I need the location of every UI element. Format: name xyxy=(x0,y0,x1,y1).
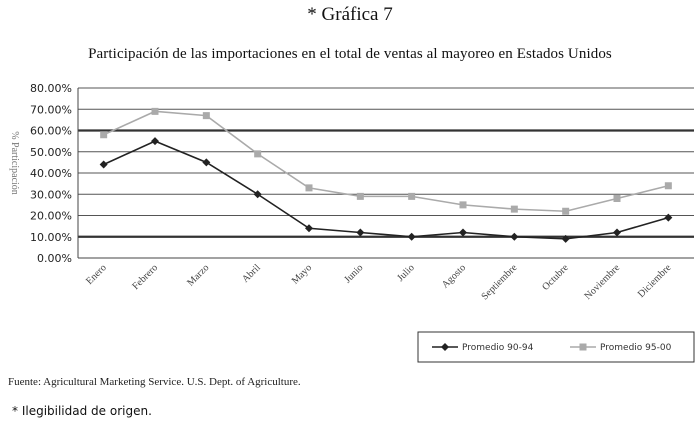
y-tick-label: 60.00% xyxy=(30,125,72,138)
chart-title: Participación de las importaciones en el… xyxy=(88,46,612,62)
series-lines xyxy=(99,107,673,243)
legend: Promedio 90-94 Promedio 95-00 xyxy=(417,331,695,363)
data-point xyxy=(254,150,262,158)
x-tick-label: Diciembre xyxy=(636,262,674,300)
series-line xyxy=(103,110,669,213)
series-1 xyxy=(99,137,673,243)
data-point xyxy=(579,343,587,351)
series-line xyxy=(103,140,669,240)
data-point xyxy=(613,228,621,237)
x-tick-label: Enero xyxy=(84,262,109,287)
axes: 0.00% 10.00% 20.00% 30.00% 40.00% 50.00% 60.00… xyxy=(30,82,694,302)
legend-box xyxy=(417,331,695,363)
figure-label: * Gráfica 7 xyxy=(307,4,393,25)
x-tick-label: Febrero xyxy=(130,262,160,292)
y-tick-label: 30.00% xyxy=(30,188,72,201)
data-point xyxy=(459,201,467,209)
y-tick-label: 0.00% xyxy=(37,252,72,265)
data-point xyxy=(202,158,211,167)
data-point xyxy=(664,182,672,190)
data-point xyxy=(613,195,621,202)
source-note: Fuente: Agricultural Marketing Service. … xyxy=(8,376,301,388)
data-point xyxy=(99,160,108,169)
x-tick-label: Abril xyxy=(240,262,263,285)
data-point xyxy=(510,232,519,241)
data-point xyxy=(305,184,313,192)
x-tick-label: Octubre xyxy=(540,262,571,293)
data-point xyxy=(151,107,159,115)
y-tick-label: 20.00% xyxy=(30,210,72,223)
data-point xyxy=(356,192,364,200)
x-tick-label: Marzo xyxy=(185,262,211,288)
data-point xyxy=(151,137,159,146)
data-point xyxy=(664,213,673,222)
data-point xyxy=(305,224,313,233)
legend-entry: Promedio 95-00 xyxy=(570,343,672,353)
x-tick-label: Septiembre xyxy=(479,262,519,302)
data-point xyxy=(407,232,416,241)
data-point xyxy=(459,228,467,237)
legend-label: Promedio 90-94 xyxy=(462,343,534,353)
x-tick-label: Mayo xyxy=(290,262,314,286)
y-tick-label: 80.00% xyxy=(30,82,72,95)
x-tick-label: Junio xyxy=(342,262,365,285)
y-axis-label: % Participación xyxy=(9,131,20,195)
data-point xyxy=(202,112,210,120)
data-point xyxy=(441,343,449,351)
legend-entry: Promedio 90-94 xyxy=(432,343,534,353)
data-point xyxy=(356,228,365,237)
data-point xyxy=(510,205,518,213)
legend-label: Promedio 95-00 xyxy=(600,343,672,353)
line-chart: 0.00% 10.00% 20.00% 30.00% 40.00% 50.00% 60.00… xyxy=(9,82,695,363)
y-tick-label: 10.00% xyxy=(30,231,72,244)
x-tick-label: Noviembre xyxy=(583,262,623,302)
data-point xyxy=(408,192,416,200)
data-point xyxy=(562,207,570,215)
y-tick-label: 70.00% xyxy=(30,103,72,116)
footnote: * Ilegibilidad de origen. xyxy=(12,404,152,418)
data-point xyxy=(100,131,108,139)
x-tick-label: Agosto xyxy=(440,262,468,290)
y-tick-label: 50.00% xyxy=(30,146,72,159)
data-point xyxy=(253,190,262,199)
data-point xyxy=(561,234,570,243)
y-tick-label: 40.00% xyxy=(30,167,72,180)
series-2 xyxy=(100,107,672,215)
x-tick-label: Julio xyxy=(395,262,417,284)
gridlines xyxy=(78,87,694,259)
